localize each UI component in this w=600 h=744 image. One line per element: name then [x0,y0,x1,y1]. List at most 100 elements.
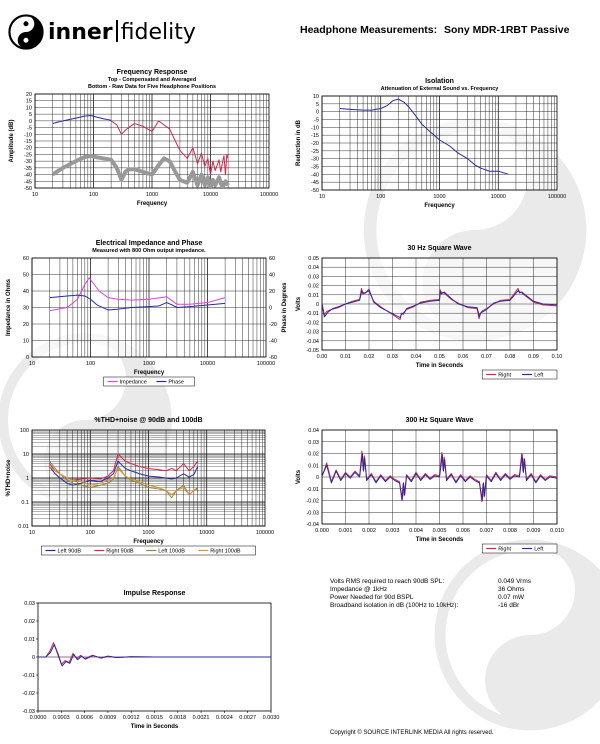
x-tick-label: 0.010 [550,528,564,534]
y2-tick-label: -20 [269,322,277,328]
x-tick-label: 0.0030 [263,715,280,721]
y-axis-label: %THD+noise [6,459,12,497]
chart-subtitle: Bottom - Raw Data for Five Headphone Pos… [88,84,216,90]
brand-left: inner [48,19,113,45]
x-tick-label: 100 [86,361,95,367]
stats-panel: Volts RMS required to reach 90dB SPL: 0.0… [330,578,568,610]
y-tick-label: -20 [311,141,319,147]
brand-wordmark: inner fidelity [48,19,196,45]
x-tick-label: 0.0000 [30,715,47,721]
brand-logo: inner fidelity [8,14,196,50]
page-title: Headphone Measurements: [300,24,438,36]
y-axis-label: Volts [296,469,302,484]
chart-subtitle: Measured with 800 Ohm output impedance. [92,248,206,254]
y-tick-label: -0.02 [22,691,35,697]
chart-subtitle: Top - Compensated and Averaged [108,77,196,83]
legend-box [103,376,195,387]
y-tick-label: 0.01 [18,524,29,530]
x-tick-label: 0.0024 [216,715,233,721]
x-tick-label: 0.10 [552,354,563,360]
x-axis-label: Frequency [424,203,455,209]
y-tick-label: 0 [32,655,35,661]
headphone-model: Sony MDR-1RBT Passive [444,24,570,36]
y-axis-label: Amplitude (dB) [9,120,15,163]
chart-title: 300 Hz Square Wave [406,417,474,424]
y-tick-label: -10 [24,132,32,138]
y-tick-label: -0.01 [306,487,319,493]
x-tick-label: 0.008 [503,528,517,534]
legend-label: Right 90dB [106,549,134,555]
chart-subtitle: Attenuation of External Sound vs. Freque… [381,86,500,92]
legend-box [481,543,558,554]
y-tick-label: -0.02 [306,320,319,326]
y-tick-label: 50 [23,273,29,279]
x-tick-label: 0.003 [386,528,400,534]
x-tick-label: 0.0015 [146,715,163,721]
trace-0-series-line [339,98,509,175]
y-tick-label: 10 [313,94,319,100]
y-tick-label: 60 [23,256,29,262]
x-tick-label: 0.006 [456,528,470,534]
x-tick-label: 10 [29,361,35,367]
x-axis-label: Frequency [133,539,164,545]
legend-box [481,369,558,380]
y2-axis-label: Phase in Degrees [282,282,288,333]
y2-tick-label: 60 [269,256,275,262]
y-tick-label: 0.02 [308,452,319,458]
y2-tick-label: -60 [269,355,277,361]
x-tick-label: 0.0021 [193,715,210,721]
y-tick-label: 30 [23,306,29,312]
brand-right: fidelity [120,19,196,45]
y-tick-label: 0.03 [308,274,319,280]
y-axis-label: Impedance in Ohms [6,278,12,336]
x-tick-label: 0.08 [505,354,516,360]
stat-label: Impedance @ 1kHz [330,586,388,593]
x-tick-label: 0.05 [434,354,445,360]
stat-label: Broadband isolation in dB (100Hz to 10kH… [330,602,459,609]
y-tick-label: -30 [24,159,32,165]
legend-label: Left 90dB [58,549,82,555]
y-tick-label: -0.02 [306,499,319,505]
stat-row: Power Needed for 90d BSPL 0.07 mW [330,594,568,602]
left-90db-series-line [49,460,199,486]
x-tick-label: 0.07 [481,354,492,360]
watermark-icon [434,539,600,731]
x-tick-label: 0.09 [528,354,539,360]
sq30-chart: 30 Hz Square Wave 0.00 0.01 0.02 0.03 0.04 0.0… [296,245,563,380]
x-tick-label: 0.03 [387,354,398,360]
chart-title: Isolation [425,78,454,85]
legend-label: Right [498,547,511,553]
x-tick-label: 100 [376,194,385,200]
x-tick-label: 100000 [548,194,566,200]
brand-divider [115,19,118,42]
chart-title: Electrical Impedance and Phase [96,240,203,247]
left-series-line [322,288,557,319]
y-tick-label: 0.03 [308,440,319,446]
x-axis-label: Frequency [137,201,168,207]
y-tick-label: 0.03 [24,601,35,607]
legend-label: Left [534,547,544,553]
y-tick-label: -20 [24,146,32,152]
x-axis-label: Time in Seconds [131,724,179,730]
y-tick-label: 100 [20,428,29,434]
y-tick-label: -50 [24,186,32,192]
y-tick-label: -0.01 [22,673,35,679]
legend-label: Left 100dB [158,549,185,555]
x-tick-label: 0.002 [362,528,376,534]
y-tick-label: -0.03 [306,510,319,516]
x-tick-label: 1000 [143,361,155,367]
x-tick-label: 0.004 [409,528,423,534]
stat-row: Impedance @ 1kHz 36 Ohms [330,586,568,594]
x-tick-label: 0.001 [339,528,353,534]
y-tick-label: -15 [24,139,32,145]
y-tick-label: 0 [29,119,32,125]
y-tick-label: -10 [311,125,319,131]
trace-1-series-line [110,120,229,176]
y-tick-label: 0.01 [24,637,35,643]
x-tick-label: 1000 [142,530,154,536]
y-tick-label: 10 [23,339,29,345]
